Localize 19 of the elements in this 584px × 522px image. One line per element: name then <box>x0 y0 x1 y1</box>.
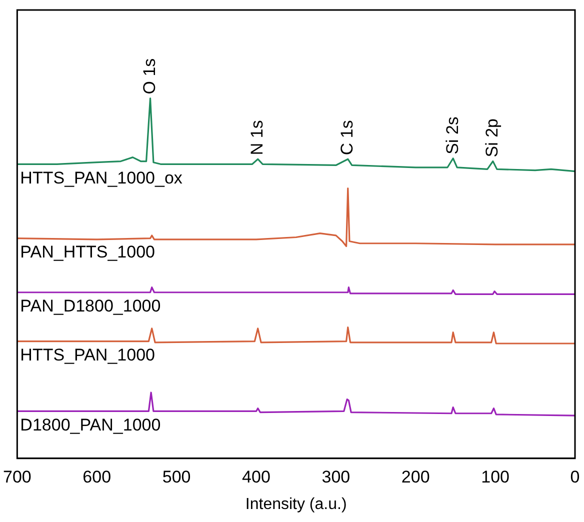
annotation: N 1s <box>248 120 267 156</box>
x-axis-title: Intensity (a.u.) <box>245 496 347 513</box>
x-tick-label: 300 <box>322 467 350 486</box>
series-label: PAN_D1800_1000 <box>20 296 161 316</box>
annotation: Si 2p <box>482 118 502 158</box>
x-tick-label: 600 <box>82 467 112 486</box>
annotation: O 1s <box>140 58 159 94</box>
series-label: HTTS_PAN_1000 <box>20 346 155 365</box>
x-tick-label: 700 <box>2 467 32 486</box>
x-tick-label: 500 <box>162 467 191 486</box>
x-tick-label: 100 <box>481 467 510 486</box>
x-tick-label: 400 <box>242 467 270 486</box>
x-tick-label: 0 <box>570 467 580 486</box>
annotation: C 1s <box>338 120 357 156</box>
series-label: PAN_HTTS_1000 <box>20 242 155 262</box>
x-tick-label: 200 <box>401 467 430 486</box>
series-label: D1800_PAN_1000 <box>20 415 161 434</box>
series-label: HTTS_PAN_1000_ox <box>20 168 183 188</box>
annotation: Si 2s <box>442 116 462 154</box>
